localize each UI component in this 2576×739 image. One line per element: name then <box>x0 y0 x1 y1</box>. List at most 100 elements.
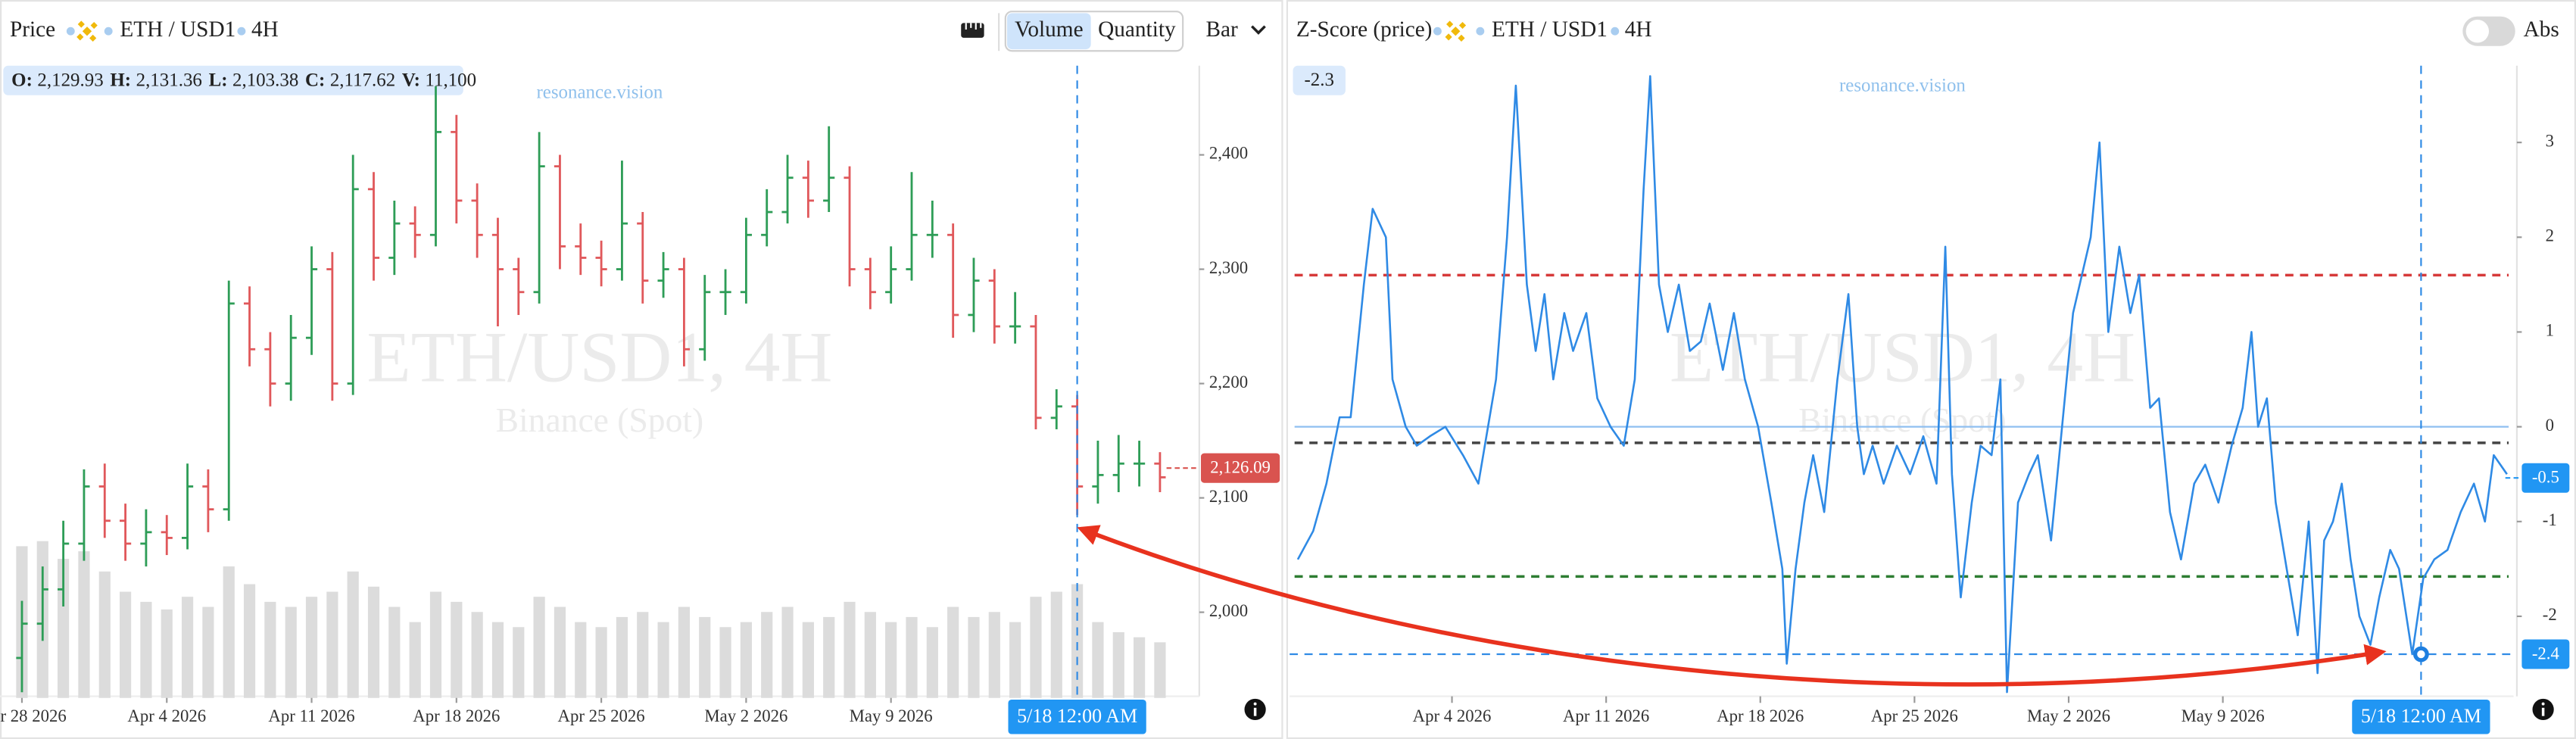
last-price-label: 2,126.09 <box>1210 457 1271 476</box>
hover-label: C: <box>305 70 325 90</box>
separator-dot <box>104 27 113 36</box>
volume-bar <box>740 622 752 698</box>
crosshair-x-label: 5/18 12:00 AM <box>2361 705 2481 727</box>
volume-bar <box>491 622 504 698</box>
ruler-button[interactable] <box>961 23 984 38</box>
volume-bar <box>1009 622 1021 698</box>
y-tick-label: 2,200 <box>1209 373 1248 391</box>
x-tick-label: May 9 2026 <box>850 706 933 725</box>
volume-bar <box>161 609 173 698</box>
volume-bar <box>1030 597 1042 698</box>
annotation-arrow <box>1077 525 2387 687</box>
right-panel <box>1286 0 2576 739</box>
y-tick-label: 2,100 <box>1209 487 1248 506</box>
toggle-button[interactable]: Volume <box>1015 17 1084 42</box>
button-active-bg <box>1006 13 1091 50</box>
crosshair-x-label: 5/18 12:00 AM <box>1017 705 1137 727</box>
interval: 4H <box>1625 17 1652 42</box>
volume-bar <box>699 616 711 698</box>
symbol: ETH / USD1 <box>120 17 235 42</box>
volume-bar <box>223 566 235 698</box>
volume-bar <box>388 606 401 698</box>
x-tick-label: May 9 2026 <box>2181 706 2265 725</box>
brand: resonance.vision <box>1839 76 1966 96</box>
x-tick-label: May 2 2026 <box>2027 706 2110 725</box>
volume-bar <box>1112 631 1124 698</box>
hover-value: 2,129.93 <box>37 70 103 90</box>
watermark: ETH/USD1, 4H <box>1670 316 2135 397</box>
y-tick-label: 1 <box>2546 321 2554 340</box>
volume-bar <box>1092 622 1104 698</box>
x-tick-label: Apr 25 2026 <box>558 706 645 725</box>
volume-bar <box>781 606 794 698</box>
volume-bar <box>657 622 669 698</box>
hover-value: -2.3 <box>1304 70 1333 90</box>
volume-bar <box>120 591 132 698</box>
x-tick-label: Apr 25 2026 <box>1871 706 1958 725</box>
toggle-button[interactable]: Quantity <box>1098 17 1176 42</box>
watermark: ETH/USD1, 4H <box>366 316 832 397</box>
toggle-label: Abs <box>2524 17 2559 42</box>
x-tick-label: Apr 18 2026 <box>413 706 500 725</box>
volume-bar <box>595 627 607 698</box>
hover-value-bg <box>1293 65 1346 95</box>
volume-bar <box>98 571 111 698</box>
volume-bar <box>409 622 421 698</box>
x-tick-label: Apr 18 2026 <box>1717 706 1804 725</box>
volume-bar <box>243 584 256 698</box>
hover-label: V: <box>402 70 420 90</box>
volume-bar <box>885 622 897 698</box>
volume-bar <box>802 622 814 698</box>
volume-bar <box>78 551 90 698</box>
volume-bar <box>1154 642 1166 698</box>
left-panel <box>0 0 1283 739</box>
y-tick-label: 2,400 <box>1209 144 1248 163</box>
panel-title: Price <box>10 17 55 42</box>
watermark: Binance (Spot) <box>1798 401 2007 439</box>
volume-bar <box>575 622 587 698</box>
info-icon[interactable] <box>2532 698 2554 721</box>
separator-dot <box>1611 27 1620 36</box>
y-tick-label: 0 <box>2546 416 2554 435</box>
crosshair-x-tag <box>1008 699 1146 734</box>
volume-bar <box>326 591 338 698</box>
separator-dot <box>237 27 246 36</box>
current-value-label: -0.5 <box>2532 468 2559 487</box>
x-tick-label: May 2 2026 <box>704 706 787 725</box>
volume-bar <box>616 616 628 698</box>
y-tick-label: 3 <box>2546 131 2554 150</box>
volume-bar <box>844 601 856 698</box>
y-tick-label: -1 <box>2543 510 2557 529</box>
volume-bar <box>719 627 731 698</box>
volume-bar <box>347 571 359 698</box>
abs-toggle[interactable] <box>2462 16 2515 46</box>
volume-bar <box>471 612 483 698</box>
info-icon[interactable] <box>1244 698 1266 721</box>
volume-bar <box>140 601 152 698</box>
symbol: ETH / USD1 <box>1492 17 1608 42</box>
y-tick-label: 2,300 <box>1209 258 1248 277</box>
hover-legend: O: 2,129.93 H: 2,131.36 L: 2,103.38 C: 2,117.62… <box>11 70 476 90</box>
volume-bar <box>678 606 691 698</box>
dropdown-chevron[interactable] <box>1251 25 1266 35</box>
crosshair-x-tag <box>2352 699 2490 734</box>
x-tick-label: Apr 4 2026 <box>1413 706 1492 725</box>
y-tick-label: 2,000 <box>1209 601 1248 620</box>
crosshair-point <box>2412 646 2429 663</box>
x-tick-label: Apr 11 2026 <box>268 706 354 725</box>
volume-bar <box>429 591 442 698</box>
hover-label: L: <box>209 70 228 90</box>
volume-bar <box>181 597 194 698</box>
hover-label: O: <box>11 70 33 90</box>
volume-bar <box>988 612 1000 698</box>
volume-bar <box>451 601 463 698</box>
chart-style-select[interactable]: Bar <box>1206 17 1239 42</box>
volume-bar <box>761 612 773 698</box>
separator-dot <box>1476 27 1485 36</box>
panel-title: Z-Score (price) <box>1296 17 1433 42</box>
last-price-tag <box>1201 453 1280 483</box>
current-value-tag <box>2521 463 2570 493</box>
separator-dot <box>1433 27 1442 36</box>
brand: resonance.vision <box>536 82 663 102</box>
